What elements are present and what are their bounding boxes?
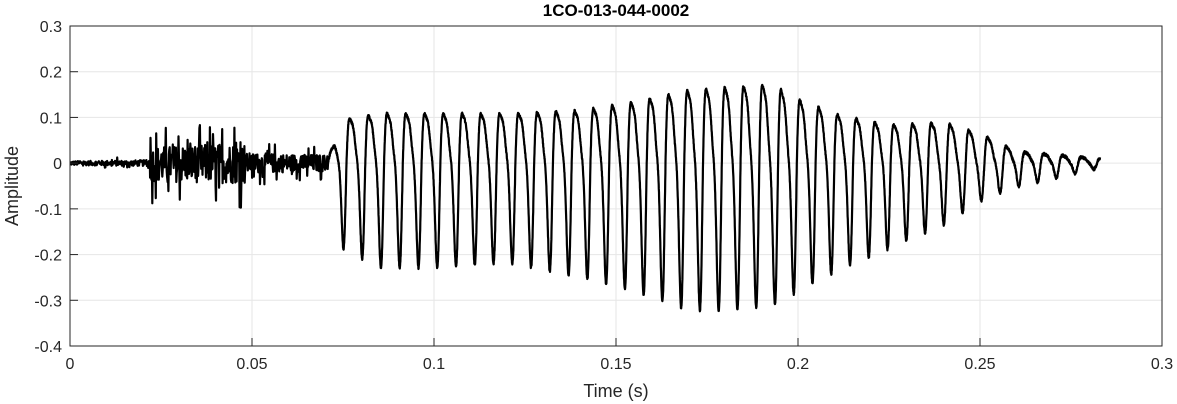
y-tick-label: -0.4 <box>34 339 62 356</box>
y-tick-label: -0.1 <box>34 202 62 219</box>
y-tick-label: 0.1 <box>40 110 62 127</box>
y-axis-label: Amplitude <box>2 146 22 226</box>
y-tick-label: 0 <box>53 156 62 173</box>
chart-title: 1CO-013-044-0002 <box>543 1 689 20</box>
axis-ticks: 0 0.05 0.1 0.15 0.2 0.25 0.3 -0.4 -0.3 -0.2 -0.1 0 0… <box>34 19 1173 373</box>
x-axis-label: Time (s) <box>583 381 648 401</box>
waveform-series <box>69 83 1102 313</box>
x-tick-label: 0 <box>66 356 75 373</box>
x-tick-label: 0.15 <box>600 356 631 373</box>
x-tick-label: 0.2 <box>787 356 809 373</box>
plot-area <box>69 83 1102 313</box>
x-tick-label: 0.1 <box>423 356 445 373</box>
x-tick-label: 0.05 <box>236 356 267 373</box>
y-tick-label: -0.2 <box>34 248 62 265</box>
y-tick-label: 0.2 <box>40 65 62 82</box>
y-tick-label: 0.3 <box>40 19 62 36</box>
x-tick-label: 0.3 <box>1151 356 1173 373</box>
x-tick-label: 0.25 <box>964 356 995 373</box>
y-tick-label: -0.3 <box>34 293 62 310</box>
